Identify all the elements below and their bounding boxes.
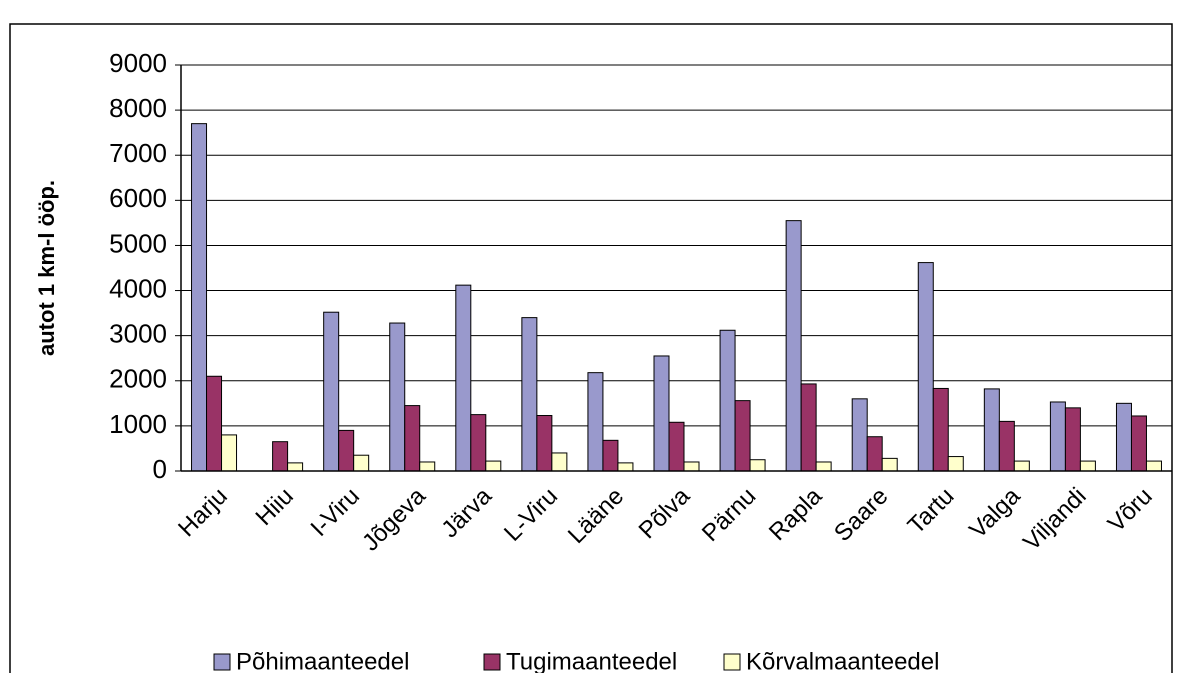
bar [881,457,898,472]
bar [272,441,289,472]
bar [998,420,1015,472]
legend-swatch [213,653,231,671]
bar [917,262,934,472]
bar [536,415,553,472]
y-tick-label: 4000 [109,273,167,303]
y-axis-label: autot 1 km-l ööp. [34,180,59,356]
x-tick-label: Harju [173,483,233,543]
x-tick-label: Saare [829,483,893,547]
bar [485,460,502,472]
bar [353,454,370,472]
bar [1115,402,1132,472]
bar [683,461,700,472]
bar [815,461,832,472]
bar [866,436,883,472]
x-tick-label: Viljandi [1018,483,1092,557]
bar [947,456,964,472]
bar [206,375,223,472]
bar [455,284,472,472]
chart-frame [9,23,1173,673]
bar [287,462,304,472]
legend-label: Põhimaanteedel [236,648,409,673]
legend-swatch [723,653,741,671]
x-tick-label: Pärnu [697,483,761,547]
y-tick-label: 6000 [109,183,167,213]
legend-label: Tugimaanteedel [506,648,677,673]
x-tick-label: Võru [1103,483,1158,538]
x-tick-label: L-Viru [499,483,563,547]
x-tick-label: Valga [964,482,1026,544]
bar [749,459,766,472]
y-tick-label: 9000 [109,48,167,78]
x-tick-label: Järva [436,482,497,543]
bar [800,383,817,472]
bar [587,372,604,472]
x-tick-label: Põlva [634,482,696,544]
bar [851,398,868,472]
y-tick-label: 7000 [109,138,167,168]
legend-label: Kõrvalmaanteedel [746,648,939,673]
bar [734,400,751,472]
bar [221,434,238,472]
bar [1130,415,1147,472]
bar [191,123,208,472]
x-tick-label: I-Viru [306,483,365,542]
legend-swatch [483,653,501,671]
y-tick-label: 8000 [109,93,167,123]
bar [323,311,340,472]
bar [470,414,487,472]
bar [1145,460,1162,472]
bar [668,421,685,472]
y-tick-label: 2000 [109,364,167,394]
y-tick-label: 0 [153,454,167,484]
bar [551,452,568,472]
bar [602,439,619,472]
x-tick-label: Tartu [903,483,960,540]
y-tick-label: 5000 [109,228,167,258]
bar [719,329,736,472]
bar [521,317,538,472]
y-tick-label: 3000 [109,319,167,349]
x-tick-label: Jõgeva [357,482,431,556]
bar [1049,401,1066,472]
bar [983,388,1000,472]
bar [1064,407,1081,472]
bar [785,220,802,472]
bar [389,322,406,472]
bar [932,387,949,472]
x-tick-label: Rapla [764,482,828,546]
bar [653,355,670,472]
bar [404,405,421,472]
bar [1079,460,1096,472]
x-tick-label: Hiiu [251,483,299,531]
bar [338,429,355,472]
x-tick-label: Lääne [563,483,629,549]
bar [419,461,436,472]
y-tick-label: 1000 [109,409,167,439]
bar [617,462,634,472]
bar [1013,460,1030,472]
